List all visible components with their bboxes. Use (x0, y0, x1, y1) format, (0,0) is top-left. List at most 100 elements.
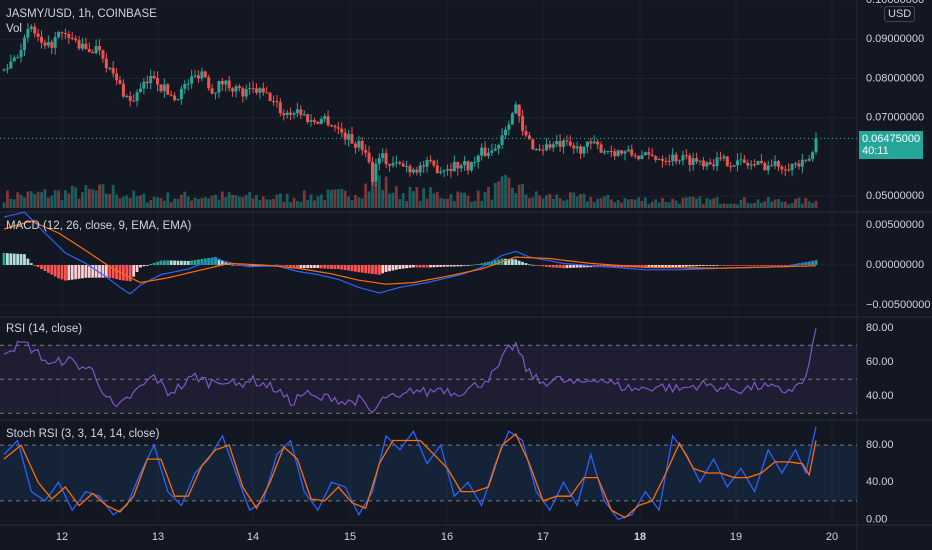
volume-bar (197, 199, 200, 208)
macd-histogram-bar (510, 259, 514, 265)
macd-histogram-bar (176, 260, 180, 265)
volume-bar (398, 198, 402, 208)
time-axis-tick: 17 (537, 531, 549, 543)
candle-body (333, 125, 337, 128)
macd-histogram-bar (725, 265, 729, 266)
volume-bar (418, 200, 422, 208)
volume-bar (241, 196, 245, 208)
candle-body (63, 33, 67, 35)
volume-bar (671, 198, 675, 208)
volume-bar (166, 192, 170, 208)
volume-bar (766, 197, 770, 208)
macd-histogram-bar (504, 258, 507, 265)
volume-bar (357, 197, 361, 208)
macd-histogram-bar (128, 265, 132, 282)
candle-body (572, 145, 576, 149)
volume-bar (186, 196, 190, 208)
rsi-pane-title: RSI (14, close) (6, 323, 83, 335)
volume-bar (19, 194, 23, 208)
candle-body (67, 33, 71, 38)
volume-bar (156, 197, 159, 208)
volume-bar (490, 199, 494, 208)
macd-histogram-bar (234, 265, 238, 266)
candle-body (759, 160, 763, 164)
candle-body (558, 141, 562, 147)
macd-histogram-bar (572, 265, 576, 268)
macd-histogram-bar (548, 265, 552, 268)
macd-histogram-bar (354, 265, 357, 272)
candle-body (248, 88, 252, 90)
volume-bar (681, 197, 685, 208)
candle-body (435, 165, 439, 174)
macd-histogram-bar (408, 265, 412, 268)
volume-bar (234, 195, 238, 208)
macd-histogram-bar (40, 265, 43, 270)
volume-bar (623, 198, 627, 208)
candle-body (217, 81, 221, 93)
volume-bar (108, 194, 112, 208)
volume-bar (145, 202, 149, 208)
price-pane-title: JASMY/USD, 1h, COINBASE (6, 8, 157, 20)
macd-histogram-bar (104, 265, 108, 278)
volume-bar (190, 200, 194, 208)
macd-histogram-bar (681, 265, 685, 267)
candle-body (336, 127, 340, 129)
candle-body (442, 170, 446, 172)
volume-bar (231, 195, 234, 208)
candle-body (616, 150, 620, 157)
macd-histogram-bar (340, 265, 344, 270)
macd-histogram-bar (98, 265, 101, 278)
macd-histogram-bar (91, 265, 95, 278)
candle-body (783, 169, 787, 171)
candle-body (411, 169, 415, 173)
volume-bar (354, 195, 357, 208)
macd-histogram-bar (667, 265, 671, 268)
candle-body (272, 101, 276, 103)
macd-histogram-bar (521, 261, 524, 265)
macd-histogram-bar (579, 265, 582, 268)
stoch-axis-tick: 40.00 (866, 476, 894, 488)
volume-bar (412, 191, 415, 208)
volume-bar (548, 193, 552, 208)
volume-bar (463, 192, 466, 208)
volume-bar (50, 195, 54, 208)
volume-bar (350, 200, 354, 208)
candle-body (19, 50, 23, 58)
macd-histogram-bar (333, 265, 337, 269)
candle-body (814, 138, 818, 153)
volume-bar (115, 194, 118, 208)
macd-histogram-bar (111, 265, 115, 279)
macd-histogram-bar (466, 265, 470, 266)
candle-body (609, 151, 613, 153)
macd-histogram-bar (180, 260, 183, 265)
candle-body (330, 125, 334, 127)
candle-body (794, 163, 798, 165)
macd-histogram-bar (814, 260, 818, 265)
candle-body (449, 168, 453, 172)
candle-body (486, 152, 490, 156)
candle-body (643, 152, 647, 156)
candle-body (446, 168, 450, 171)
candle-body (742, 159, 746, 163)
volume-bar (255, 194, 258, 208)
macd-histogram-bar (135, 265, 139, 273)
macd-histogram-bar (12, 253, 16, 265)
candle-body (254, 88, 258, 93)
macd-histogram-bar (644, 265, 647, 268)
volume-bar (742, 197, 746, 208)
volume-bar (442, 198, 446, 208)
volume-bar (504, 174, 507, 208)
candle-body (408, 166, 412, 173)
volume-bar (760, 202, 763, 208)
macd-histogram-bar (50, 265, 54, 275)
macd-histogram-bar (524, 263, 528, 265)
volume-bar (251, 198, 255, 208)
volume-bar (26, 191, 30, 208)
volume-bar (510, 187, 514, 208)
currency-button[interactable]: USD (884, 6, 916, 22)
macd-histogram-bar (6, 253, 9, 265)
macd-histogram-bar (507, 259, 511, 265)
candle-body (125, 95, 129, 97)
candle-body (74, 38, 78, 41)
